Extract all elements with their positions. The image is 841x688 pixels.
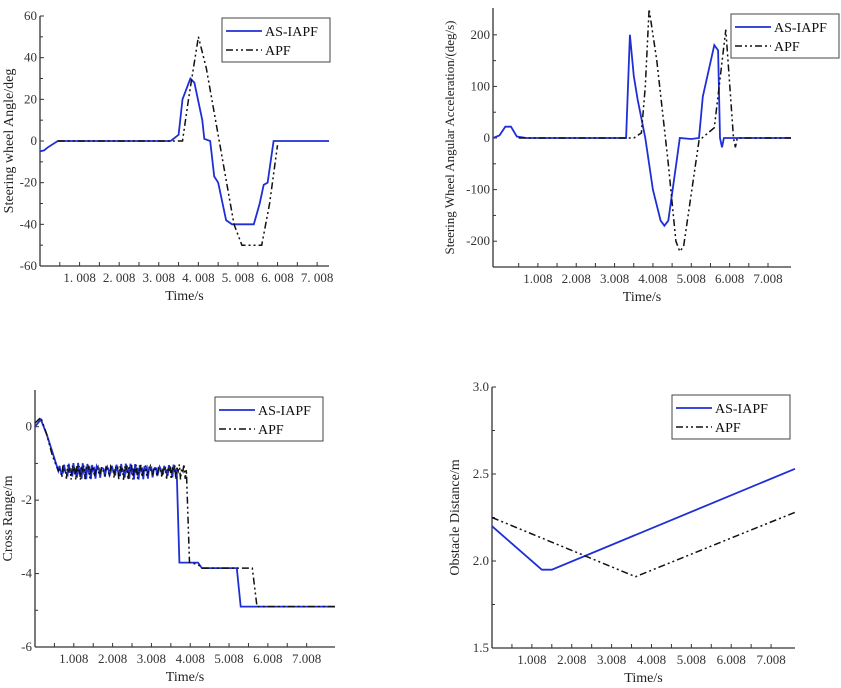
y-tick-label: 40 [24, 50, 37, 65]
y-tick-label: 100 [471, 78, 491, 93]
x-tick-label: 1.008 [517, 652, 546, 667]
y-tick-label: -4 [21, 566, 32, 581]
legend-box [671, 394, 791, 440]
y-tick-label: -20 [20, 175, 37, 190]
x-tick-label: 5.008 [214, 651, 243, 666]
y-tick-label: 0 [26, 419, 33, 434]
chart-panel-3: 1.008 2.008 3.008 4.008 5.008 6.008 7.008 -6 -4 -… [1, 390, 335, 685]
legend-box [214, 396, 324, 442]
legend-label: APF [715, 421, 741, 436]
x-tick-label: 4.008 [638, 271, 667, 286]
x-tick-label: 7.008 [756, 652, 785, 667]
series-line-as-iapf [39, 76, 329, 226]
legend-label: AS-IAPF [258, 404, 311, 419]
x-tick-label: 6.008 [253, 651, 282, 666]
y-axis-label: Cross Range/m [1, 475, 16, 561]
y-tick-label: -60 [20, 258, 37, 273]
y-tick-label: 20 [24, 91, 37, 106]
legend: AS-IAPF APF [730, 13, 840, 59]
x-tick-label: 4.008 [176, 651, 205, 666]
x-tick-label: 7. 008 [301, 270, 334, 285]
legend-box [730, 13, 840, 59]
y-axis-label: Obstacle Distance/m [448, 459, 463, 575]
y-tick-label: -100 [466, 182, 490, 197]
y-tick-label: 60 [24, 8, 37, 23]
chart-panel-1: 1. 008 2. 008 3. 008 4. 008 5. 008 6. 008 7. 0… [2, 8, 333, 304]
x-tick-label: 2.008 [98, 651, 127, 666]
x-axis-label: Time/s [166, 670, 204, 685]
x-tick-label: 3.008 [137, 651, 166, 666]
y-tick-label: 200 [471, 27, 491, 42]
y-tick-label: 2.5 [473, 466, 489, 481]
x-tick-label: 4. 008 [182, 270, 215, 285]
x-axis-label: Time/s [165, 289, 203, 304]
series-line-as-iapf [34, 417, 335, 608]
chart-panel-2: 1.008 2.008 3.008 4.008 5.008 6.008 7.008 -200 -… [442, 8, 840, 305]
series-line-as-iapf [492, 34, 791, 228]
y-tick-label: 0 [484, 130, 491, 145]
y-axis-label: Steering Wheel Angular Acceleration/(deg… [442, 20, 457, 254]
legend-label: APF [258, 423, 284, 438]
x-tick-label: 3.008 [597, 652, 626, 667]
y-tick-label: 1.5 [473, 640, 489, 655]
x-tick-label: 5.008 [677, 652, 706, 667]
series-line-as-iapf [491, 467, 796, 571]
x-axis-label: Time/s [624, 671, 662, 686]
x-tick-label: 6.008 [717, 652, 746, 667]
x-tick-label: 3.008 [600, 271, 629, 286]
series-line-apf [491, 511, 796, 578]
x-tick-label: 7.008 [292, 651, 321, 666]
y-axis-label: Steering wheel Angle/deg [2, 69, 17, 214]
legend: AS-IAPF APF [671, 394, 791, 440]
legend: AS-IAPF APF [214, 396, 324, 442]
y-tick-label: 2.0 [473, 553, 489, 568]
x-tick-label: 2.008 [562, 271, 591, 286]
x-tick-label: 3. 008 [143, 270, 176, 285]
x-tick-label: 1.008 [59, 651, 88, 666]
series-line-apf [518, 8, 791, 254]
x-tick-label: 1.008 [523, 271, 552, 286]
x-tick-label: 5.008 [677, 271, 706, 286]
legend-label: AS-IAPF [774, 21, 827, 36]
x-tick-label: 6.008 [715, 271, 744, 286]
x-tick-label: 1. 008 [63, 270, 96, 285]
x-tick-label: 6. 008 [261, 270, 294, 285]
x-tick-label: 2.008 [557, 652, 586, 667]
legend-label: APF [774, 40, 800, 55]
series-line-apf [57, 36, 279, 246]
legend-label: AS-IAPF [715, 402, 768, 417]
x-tick-label: 5. 008 [222, 270, 255, 285]
x-tick-label: 4.008 [637, 652, 666, 667]
y-tick-label: -40 [20, 216, 37, 231]
y-tick-label: 0 [31, 133, 38, 148]
chart-panel-4: 1.008 2.008 3.008 4.008 5.008 6.008 7.008 1.5 2.… [448, 379, 796, 686]
legend-label: APF [265, 44, 291, 59]
y-tick-label: -200 [466, 233, 490, 248]
x-tick-label: 7.008 [753, 271, 782, 286]
x-axis-label: Time/s [623, 290, 661, 305]
legend-box [221, 17, 331, 63]
y-tick-label: -2 [21, 492, 32, 507]
legend: AS-IAPF APF [221, 17, 331, 63]
y-tick-label: -6 [21, 639, 32, 654]
y-tick-label: 3.0 [473, 379, 489, 394]
legend-label: AS-IAPF [265, 25, 318, 40]
x-tick-label: 2. 008 [103, 270, 136, 285]
series-line-apf [34, 416, 335, 608]
